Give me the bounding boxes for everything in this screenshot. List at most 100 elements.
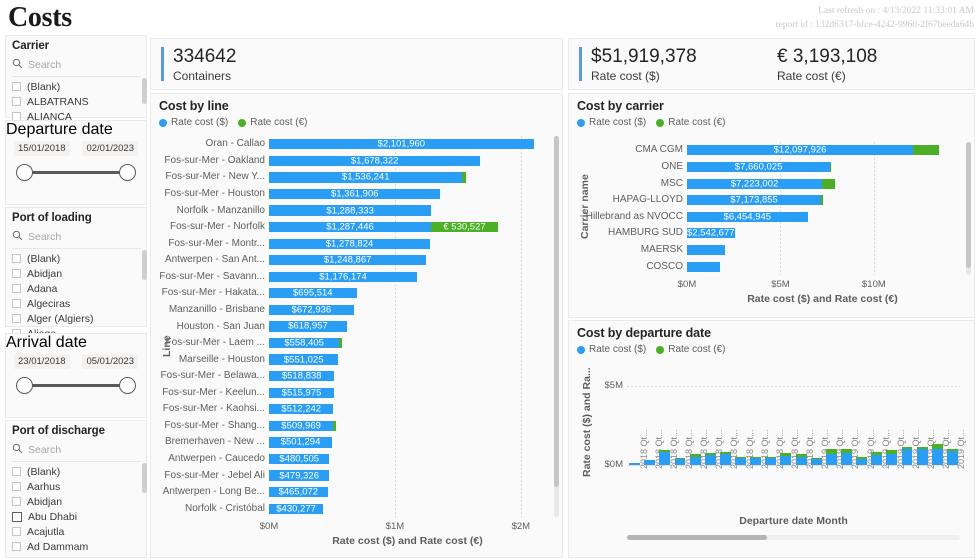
bar-segment-usd[interactable]	[269, 188, 441, 200]
chart-horizontal-scrollbar[interactable]	[627, 535, 960, 540]
bar-row[interactable]: $2,542,677	[687, 228, 958, 239]
bar-segment-eur[interactable]	[913, 145, 940, 156]
column-segment-usd[interactable]	[780, 455, 792, 465]
column[interactable]	[719, 452, 731, 465]
column-segment-eur[interactable]	[871, 451, 883, 456]
bar-row[interactable]: $551,025	[269, 354, 546, 365]
carrier-option[interactable]: ALBATRANS	[12, 94, 140, 109]
bar-segment-usd[interactable]	[269, 487, 328, 498]
column[interactable]	[871, 451, 883, 465]
chart-cost-by-departure-date[interactable]: Cost by departure date Rate cost ($) Rat…	[568, 320, 975, 558]
checkbox-icon[interactable]	[12, 511, 22, 522]
column-segment-usd[interactable]	[644, 459, 656, 465]
slicer-arrival-date[interactable]: Arrival date 23/01/2018 05/01/2023	[5, 333, 147, 418]
bar-row[interactable]: $465,072	[269, 487, 546, 498]
column-segment-eur[interactable]	[825, 449, 837, 455]
column[interactable]	[689, 454, 701, 465]
chart-cost-by-carrier-plot[interactable]: CMA CGM $12,097,926 ONE $7,660,025 MSC $7,223…	[569, 134, 974, 317]
checkbox-icon[interactable]	[12, 467, 21, 476]
column-segment-usd[interactable]	[931, 448, 943, 465]
bar-row[interactable]: $618,957	[269, 321, 546, 332]
chart-cost-by-line[interactable]: Cost by line Rate cost ($) Rate cost (€)…	[150, 93, 563, 558]
column[interactable]	[841, 448, 852, 465]
column-segment-eur[interactable]	[689, 454, 701, 458]
port-of-loading-option[interactable]: Adana	[12, 281, 140, 296]
port-of-discharge-list-scrollbar[interactable]	[142, 463, 147, 493]
bar-segment-usd[interactable]	[269, 503, 324, 514]
bar-segment-eur[interactable]	[339, 337, 343, 349]
column[interactable]	[901, 446, 913, 465]
bar-row[interactable]: $1,278,824	[269, 238, 546, 249]
bar-row[interactable]: $7,660,025	[687, 161, 958, 172]
bar-row[interactable]: $1,678,322	[269, 155, 546, 166]
column[interactable]	[629, 463, 640, 465]
column-segment-eur[interactable]	[795, 453, 807, 457]
checkbox-icon[interactable]	[12, 497, 21, 506]
bar-segment-usd[interactable]	[269, 337, 340, 349]
bar-segment-usd[interactable]	[269, 304, 354, 316]
legend-item-eur[interactable]: Rate cost (€)	[656, 344, 726, 355]
port-of-loading-option[interactable]: (Blank)	[12, 251, 140, 266]
port-of-discharge-search-input[interactable]: Search	[12, 440, 141, 462]
port-of-loading-option[interactable]: Algeciras	[12, 296, 140, 311]
checkbox-icon[interactable]	[12, 314, 21, 323]
arrival-date-start[interactable]: 23/01/2018	[14, 354, 70, 369]
bar-row[interactable]	[687, 261, 958, 272]
bar-segment-usd[interactable]	[269, 437, 333, 448]
departure-date-start[interactable]: 15/01/2018	[14, 141, 70, 156]
bar-segment-usd[interactable]	[687, 178, 822, 189]
slicer-departure-date[interactable]: Departure date 15/01/2018 02/01/2023	[5, 120, 147, 205]
legend-item-usd[interactable]: Rate cost ($)	[577, 117, 646, 128]
bar-row[interactable]: $480,505	[269, 454, 546, 465]
column-segment-usd[interactable]	[674, 458, 686, 465]
column-segment-usd[interactable]	[750, 457, 762, 465]
chart-cost-by-line-legend[interactable]: Rate cost ($) Rate cost (€)	[151, 113, 562, 128]
port-of-loading-option[interactable]: Abidjan	[12, 266, 140, 281]
bar-row[interactable]: $2,101,960	[269, 139, 546, 150]
bar-row[interactable]: $479,326	[269, 470, 546, 481]
bar-row[interactable]: $518,838	[269, 371, 546, 382]
column-segment-eur[interactable]	[946, 448, 958, 451]
bar-segment-usd[interactable]	[269, 470, 330, 481]
column-segment-eur[interactable]	[841, 448, 852, 453]
column[interactable]	[750, 457, 762, 465]
bar-segment-usd[interactable]	[687, 228, 735, 239]
bar-row[interactable]: $6,454,945	[687, 211, 958, 222]
bar-segment-usd[interactable]	[269, 321, 347, 332]
port-of-discharge-option[interactable]: Aarhus	[12, 479, 140, 494]
departure-date-slider[interactable]	[16, 158, 136, 188]
bar-segment-usd[interactable]	[269, 288, 357, 299]
column-segment-eur[interactable]	[704, 452, 716, 455]
bar-segment-usd[interactable]	[269, 371, 335, 382]
bar-segment-usd[interactable]	[269, 404, 334, 415]
column-segment-usd[interactable]	[810, 458, 822, 465]
chart-cost-by-departure-date-legend[interactable]: Rate cost ($) Rate cost (€)	[569, 340, 974, 355]
port-of-loading-option[interactable]: Alger (Algiers)	[12, 311, 140, 326]
bar-segment-usd[interactable]	[687, 195, 822, 206]
legend-item-eur[interactable]: Rate cost (€)	[656, 117, 726, 128]
column[interactable]	[825, 449, 837, 465]
column[interactable]	[946, 448, 958, 465]
column-segment-eur[interactable]	[901, 446, 913, 450]
column-segment-usd[interactable]	[795, 456, 807, 465]
bar-segment-eur[interactable]	[821, 178, 836, 189]
column[interactable]	[931, 444, 943, 465]
bar-segment-usd[interactable]	[269, 139, 534, 150]
bar-segment-usd[interactable]	[687, 261, 720, 272]
bar-row[interactable]: $1,176,174	[269, 271, 546, 282]
column[interactable]	[856, 457, 868, 465]
port-of-discharge-option[interactable]: Abu Dhabi	[12, 509, 140, 524]
column-segment-usd[interactable]	[704, 454, 716, 465]
bar-segment-usd[interactable]	[269, 238, 430, 249]
bar-segment-usd[interactable]	[269, 221, 432, 233]
checkbox-icon[interactable]	[12, 542, 21, 551]
column[interactable]	[674, 457, 686, 465]
column-segment-usd[interactable]	[735, 457, 746, 465]
port-of-loading-search-input[interactable]: Search	[12, 227, 141, 249]
bar-row[interactable]: $1,248,867	[269, 255, 546, 266]
bar-segment-usd[interactable]	[269, 420, 334, 432]
bar-row[interactable]: $12,097,926	[687, 145, 958, 156]
column-segment-eur[interactable]	[780, 453, 792, 456]
column-segment-usd[interactable]	[659, 451, 671, 465]
checkbox-icon[interactable]	[12, 482, 21, 491]
